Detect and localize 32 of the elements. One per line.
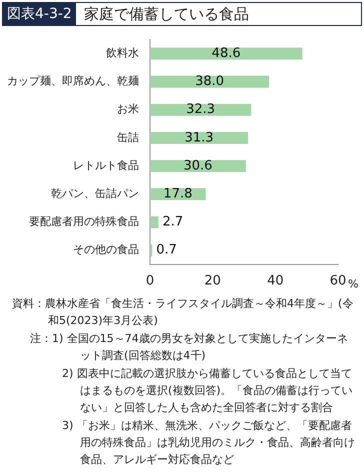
bar xyxy=(150,216,158,228)
x-axis-title: % xyxy=(348,277,358,290)
chart-subtitle: 図表4-3-2 xyxy=(3,3,76,25)
text: 注：1) 全国の15～74歳の男女を対象として実施したインターネット調査(回答総数は4千) xyxy=(29,331,349,364)
bar xyxy=(150,48,302,60)
data-label: 0.7 xyxy=(156,242,177,258)
y-tick-label: レトルト食品 xyxy=(73,158,139,172)
data-label: 38.0 xyxy=(195,74,224,90)
text: 資料：農林水産省「食生活・ライフスタイル調査～令和4年度～」(令和5(2023)年3月公表) xyxy=(11,296,354,329)
bar xyxy=(150,104,252,116)
data-label: 31.3 xyxy=(184,130,214,146)
data-label: 30.6 xyxy=(183,158,212,174)
text: 2) 図表中に記載の選択肢から備蓄している食品として当てはまるものを選択(複数回答)。「食品の備蓄は行っていない」と回答した人も含めた全回答者に対する割合 xyxy=(61,366,354,416)
data-label: 17.8 xyxy=(163,186,192,202)
y-tick-label: 要配慮者用の特殊食品 xyxy=(29,215,139,228)
y-tick-label: カップ麺、即席めん、乾麺 xyxy=(7,74,139,88)
x-tick-label: 60 xyxy=(330,274,346,289)
bar xyxy=(150,132,248,144)
data-label: 2.7 xyxy=(162,214,184,230)
x-tick-label: 40 xyxy=(267,274,284,289)
chart-title: 家庭で備蓄している食品 xyxy=(82,4,250,24)
data-label: 32.3 xyxy=(186,102,216,118)
x-tick-label: 0 xyxy=(146,274,154,289)
y-tick-label: 乾パン、缶詰パン xyxy=(51,187,139,200)
y-tick-label: 缶詰 xyxy=(117,130,139,144)
text: 3) 「お米」は精米、無洗米、パックご飯など、「要配慮者用の特殊食品」は乳幼児用のミルク・食品、高齢者向け食品、アレルギー対応食品など xyxy=(61,418,356,468)
y-tick-label: 飲料水 xyxy=(106,46,139,60)
y-tick-label: その他の食品 xyxy=(73,243,139,256)
y-tick-label: お米 xyxy=(117,102,139,116)
x-tick-label: 20 xyxy=(204,274,221,289)
bar xyxy=(150,160,246,172)
data-label: 48.6 xyxy=(212,46,241,62)
